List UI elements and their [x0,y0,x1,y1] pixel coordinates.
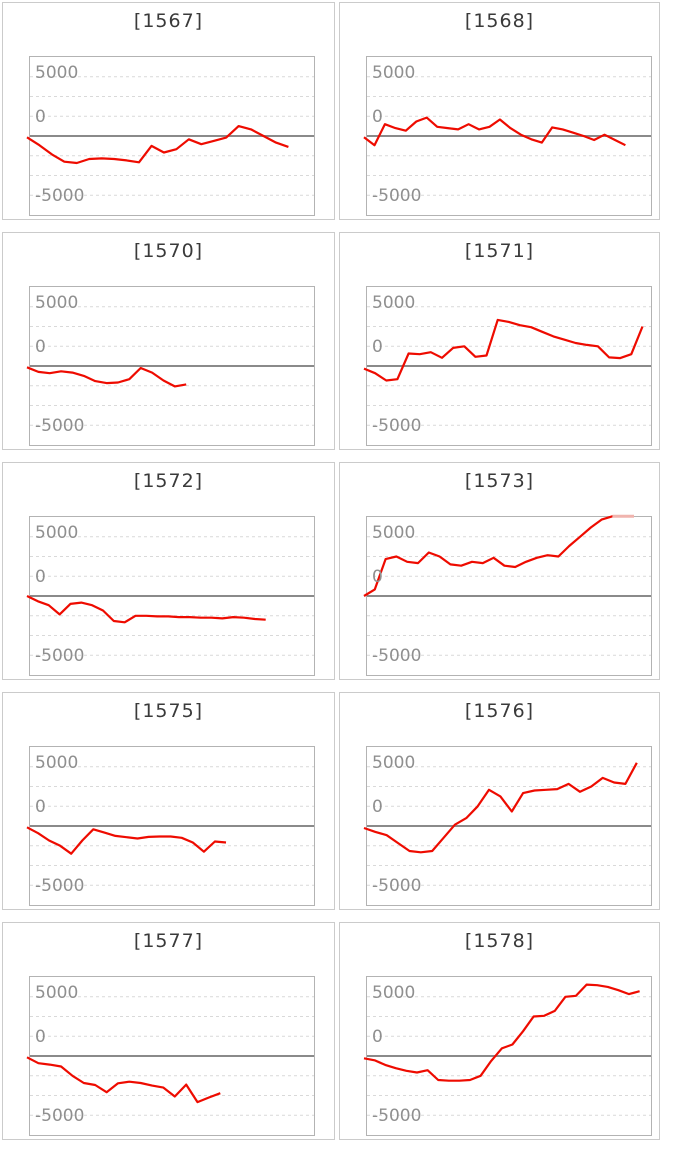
plot-area: 5000 0 -5000 [363,286,652,446]
chart-card[interactable]: [1572] 5000 0 -5000 [2,462,335,680]
chart-card[interactable]: [1577] 5000 0 -5000 [2,922,335,1140]
series-line [363,983,640,1082]
chart-title: [1575] [133,700,204,722]
chart-card[interactable]: [1578] 5000 0 -5000 [339,922,660,1140]
charts-grid: [1567] 5000 0 -5000 [1568] 5000 0 -5000 … [2,2,660,1140]
line-chart-svg [363,76,651,196]
line-chart-svg [363,983,651,1116]
series-line [26,826,227,855]
plot-area: 5000 0 -5000 [26,286,315,446]
line-chart-svg [26,766,314,886]
series-line [363,762,638,854]
plot-area: 5000 0 -5000 [363,746,652,906]
chart-title: [1577] [133,930,204,952]
plot-area: 5000 0 -5000 [363,976,652,1136]
series-line [363,318,644,382]
plot-area: 5000 0 -5000 [363,514,652,676]
line-chart-svg [363,514,651,656]
line-chart-svg [26,306,314,426]
chart-title: [1578] [464,930,535,952]
line-chart-svg [363,762,651,886]
series-line [363,116,626,147]
chart-card[interactable]: [1571] 5000 0 -5000 [339,232,660,450]
chart-card[interactable]: [1573] 5000 0 -5000 [339,462,660,680]
plot-area: 5000 0 -5000 [363,56,652,216]
chart-title: [1572] [133,470,204,492]
series-line [26,366,187,388]
plot-area: 5000 0 -5000 [26,516,315,676]
chart-title: [1570] [133,240,204,262]
chart-title: [1573] [464,470,535,492]
line-chart-svg [26,536,314,656]
chart-card[interactable]: [1568] 5000 0 -5000 [339,2,660,220]
chart-card[interactable]: [1570] 5000 0 -5000 [2,232,335,450]
plot-area: 5000 0 -5000 [26,976,315,1136]
series-line [363,515,634,597]
line-chart-svg [363,306,651,426]
plot-area: 5000 0 -5000 [26,746,315,906]
chart-card[interactable]: [1576] 5000 0 -5000 [339,692,660,910]
plot-area: 5000 0 -5000 [26,56,315,216]
chart-title: [1571] [464,240,535,262]
series-line [26,595,266,624]
series-line [26,1056,221,1104]
chart-card[interactable]: [1567] 5000 0 -5000 [2,2,335,220]
chart-card[interactable]: [1575] 5000 0 -5000 [2,692,335,910]
line-chart-svg [26,996,314,1116]
series-line [26,124,289,165]
line-chart-svg [26,76,314,196]
chart-title: [1567] [133,10,204,32]
chart-title: [1568] [464,10,535,32]
chart-title: [1576] [464,700,535,722]
